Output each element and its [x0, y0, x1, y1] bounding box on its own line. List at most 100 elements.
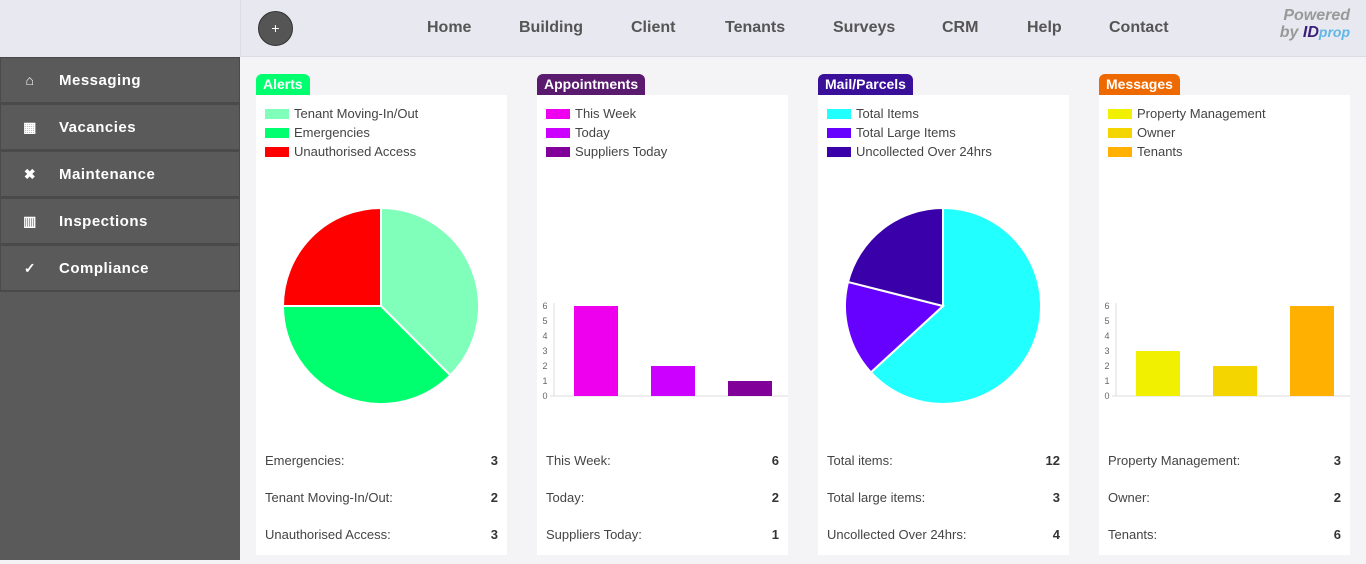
pie-slice[interactable] — [380, 206, 480, 377]
nav-help[interactable]: Help — [1027, 19, 1062, 36]
inbox-icon: ⌂ — [25, 72, 35, 88]
pie-slice[interactable] — [869, 206, 1042, 405]
sidebar-item-compliance[interactable]: ✓ Compliance — [0, 245, 240, 292]
legend-label: Tenant Moving-In/Out — [294, 106, 419, 121]
legend-label: Owner — [1137, 125, 1176, 140]
bar[interactable] — [1136, 351, 1180, 396]
stat-row: Property Management: 3 — [1108, 453, 1341, 490]
pie-slice[interactable] — [844, 280, 946, 374]
stat-label: Property Management: — [1108, 453, 1241, 468]
legend-label: This Week — [575, 106, 637, 121]
stat-label: Tenants: — [1108, 527, 1158, 542]
stat-row: Tenants: 6 — [1108, 527, 1341, 564]
legend-item[interactable]: This Week — [546, 104, 667, 123]
stat-value: 2 — [490, 490, 498, 505]
y-tick-label: 3 — [542, 346, 547, 356]
stat-value: 3 — [490, 453, 498, 468]
pie-slice[interactable] — [846, 206, 944, 308]
card-title-1: Appointments — [537, 74, 646, 95]
legend-item[interactable]: Property Management — [1108, 104, 1266, 123]
nav-home[interactable]: Home — [427, 19, 472, 36]
dashboard-card: Tenant Moving-In/Out Emergencies Unauthori… — [256, 95, 507, 555]
stat-label: Today: — [546, 490, 585, 505]
top-nav-bar: + Home Building Client Tenants Surveys CRM Hel… — [240, 0, 1366, 57]
check-circle-icon: ✓ — [23, 259, 37, 276]
nav-client[interactable]: Client — [631, 19, 676, 36]
bar[interactable] — [1213, 366, 1257, 396]
tools-icon: ✖ — [23, 165, 37, 182]
bar[interactable] — [1290, 306, 1334, 396]
y-tick-label: 6 — [542, 301, 547, 311]
bar[interactable] — [651, 366, 695, 396]
y-tick-label: 3 — [1104, 346, 1109, 356]
stat-row: Tenant Moving-In/Out: 2 — [265, 490, 498, 527]
legend-item[interactable]: Unauthorised Access — [265, 142, 418, 161]
legend-item[interactable]: Tenants — [1108, 142, 1266, 161]
stat-label: Total items: — [827, 453, 893, 468]
stat-value: 6 — [771, 453, 779, 468]
logo-id: ID — [1302, 24, 1319, 41]
stat-label: This Week: — [546, 453, 611, 468]
nav-surveys[interactable]: Surveys — [833, 19, 896, 36]
stats-list: Property Management: 3 Owner: 2 Tenants: 6 — [1108, 453, 1341, 564]
legend-item[interactable]: Emergencies — [265, 123, 418, 142]
legend-item[interactable]: Tenant Moving-In/Out — [265, 104, 418, 123]
nav-crm[interactable]: CRM — [942, 19, 979, 36]
legend-label: Total Large Items — [856, 125, 956, 140]
bar[interactable] — [574, 306, 618, 396]
legend-swatch — [1108, 146, 1132, 157]
y-tick-label: 5 — [542, 316, 547, 326]
legend-swatch — [546, 108, 570, 119]
logo-prop: prop — [1318, 24, 1350, 40]
chart: 0 1 2 3 4 5 6 — [1104, 301, 1350, 401]
stat-value: 12 — [1045, 453, 1060, 468]
y-tick-label: 0 — [542, 391, 547, 401]
stat-row: Total items: 12 — [827, 453, 1060, 490]
y-tick-label: 1 — [1104, 376, 1109, 386]
pie-slice[interactable] — [281, 305, 452, 405]
sidebar-item-inspections[interactable]: ▥ Inspections — [0, 198, 240, 245]
legend-item[interactable]: Owner — [1108, 123, 1266, 142]
nav-tenants[interactable]: Tenants — [725, 19, 786, 36]
stat-row: Uncollected Over 24hrs: 4 — [827, 527, 1060, 564]
legend-swatch — [1108, 127, 1132, 138]
stat-row: This Week: 6 — [546, 453, 779, 490]
powered-by-idprop-logo: Powered by IDprop — [1280, 8, 1350, 41]
y-tick-label: 0 — [1104, 391, 1109, 401]
stat-value: 6 — [1333, 527, 1341, 542]
legend-label: Tenants — [1137, 144, 1183, 159]
legend-label: Today — [575, 125, 610, 140]
legend-label: Total Items — [856, 106, 919, 121]
legend-item[interactable]: Today — [546, 123, 667, 142]
stat-value: 1 — [771, 527, 779, 542]
y-tick-label: 6 — [1104, 301, 1109, 311]
sidebar-item-messaging[interactable]: ⌂ Messaging — [0, 57, 240, 104]
stat-label: Total large items: — [827, 490, 926, 505]
legend-item[interactable]: Total Large Items — [827, 123, 992, 142]
legend-item[interactable]: Suppliers Today — [546, 142, 667, 161]
sidebar-item-label: Vacancies — [59, 118, 137, 136]
legend-swatch — [546, 127, 570, 138]
pie-slice[interactable] — [281, 206, 382, 307]
sidebar-item-label: Compliance — [59, 259, 150, 277]
stats-list: Emergencies: 3 Tenant Moving-In/Out: 2 Unaut… — [265, 453, 498, 564]
legend-item[interactable]: Uncollected Over 24hrs — [827, 142, 992, 161]
card-title-0: Alerts — [256, 74, 310, 95]
dashboard-card: Total Items Total Large Items Uncollected … — [818, 95, 1069, 555]
legend-swatch — [827, 108, 851, 119]
chart-legend: Tenant Moving-In/Out Emergencies Unauthori… — [265, 104, 418, 161]
y-tick-label: 1 — [542, 376, 547, 386]
stat-label: Emergencies: — [265, 453, 345, 468]
add-button[interactable]: + — [258, 11, 293, 46]
legend-item[interactable]: Total Items — [827, 104, 992, 123]
stat-label: Uncollected Over 24hrs: — [827, 527, 967, 542]
sidebar-item-vacancies[interactable]: ▦ Vacancies — [0, 104, 240, 151]
nav-building[interactable]: Building — [519, 19, 583, 36]
legend-swatch — [1108, 108, 1132, 119]
stat-label: Owner: — [1108, 490, 1150, 505]
logo-by: by — [1279, 24, 1303, 41]
bar[interactable] — [728, 381, 772, 396]
stat-value: 3 — [1052, 490, 1060, 505]
nav-contact[interactable]: Contact — [1109, 19, 1169, 36]
sidebar-item-maintenance[interactable]: ✖ Maintenance — [0, 151, 240, 198]
